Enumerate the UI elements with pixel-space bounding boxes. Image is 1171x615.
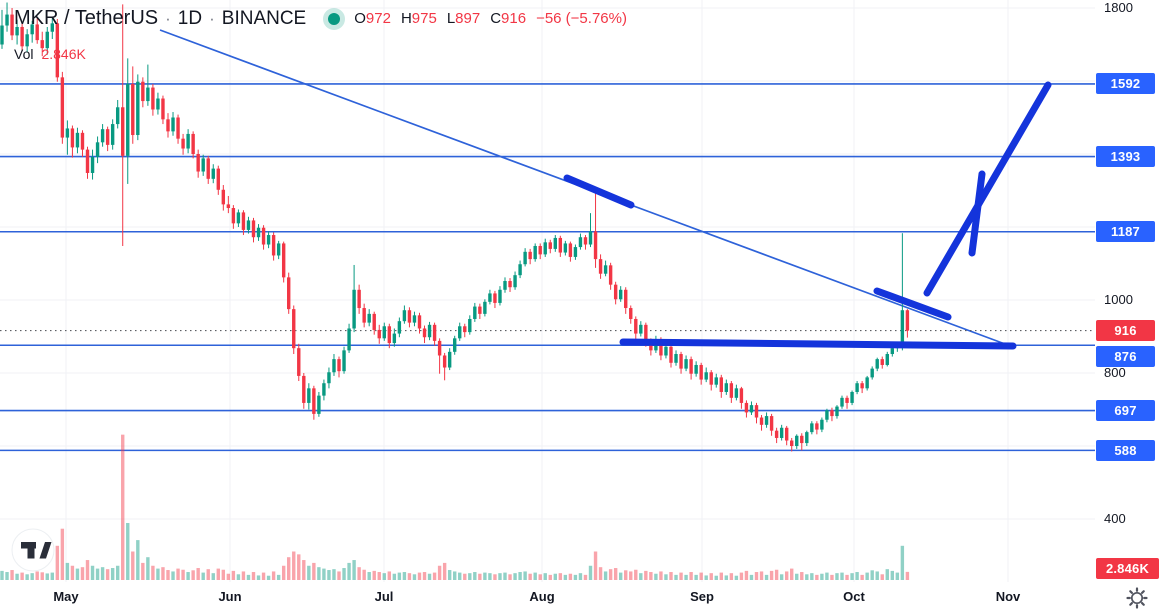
ohlc-values: O 972 H 975 L 897 C 916 −56 (−5.76%) [354,10,627,27]
title-separator: · [165,8,171,28]
volume-legend: Vol 2.846K [14,46,86,62]
open-value: 972 [365,10,391,27]
volume-bars-series [0,434,910,580]
close-label: C [490,10,502,27]
drawing-annotations[interactable] [563,81,1052,350]
volume-value: 2.846K [41,46,86,62]
grid-lines [0,0,1095,582]
exchange-label[interactable]: BINANCE [221,7,307,29]
chart-legend: MKR / TetherUS · 1D · BINANCE O 972 H 975 … [14,7,627,30]
interval-label[interactable]: 1D [177,7,203,29]
symbol-title[interactable]: MKR / TetherUS [14,7,159,29]
low-value: 897 [455,10,481,27]
change-value: −56 (−5.76%) [536,10,627,27]
high-value: 975 [411,10,437,27]
market-status-dot-icon[interactable] [328,12,341,25]
high-label: H [400,10,412,27]
open-label: O [354,10,366,27]
close-value: 916 [501,10,527,27]
candles-series [0,2,910,452]
low-label: L [446,10,456,27]
tradingview-logo[interactable] [11,528,55,572]
title-separator: · [209,8,215,28]
volume-label: Vol [14,46,34,62]
horizontal-level-lines[interactable] [0,83,1095,452]
time-axis-settings-gear-icon[interactable] [1124,585,1150,611]
